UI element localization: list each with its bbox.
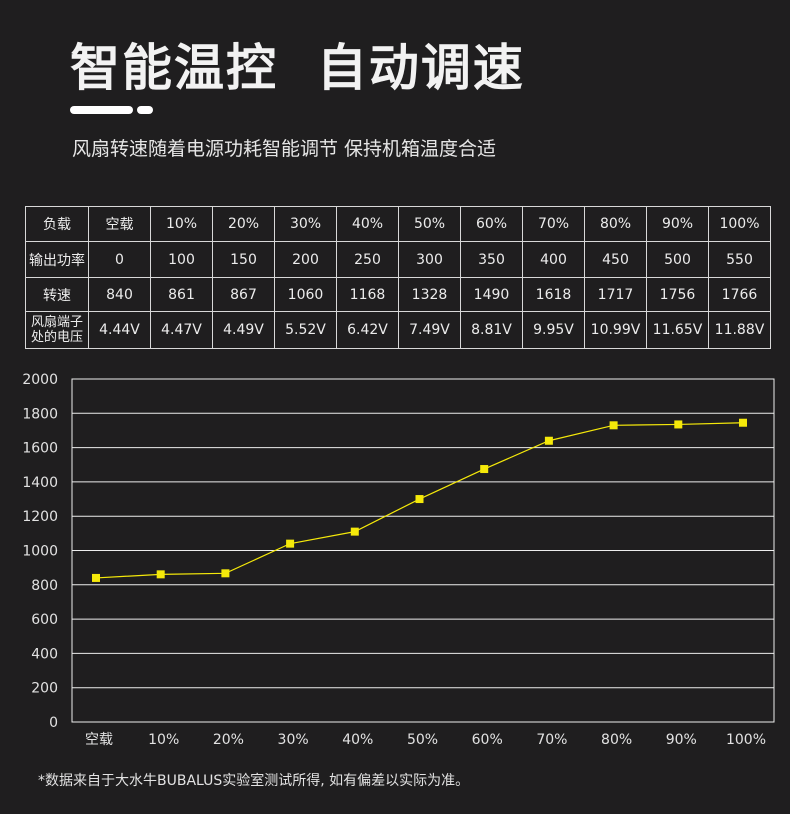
table-cell: 100%	[708, 205, 771, 243]
table-cell: 1717	[584, 277, 647, 312]
y-tick-label: 1600	[22, 441, 58, 457]
data-point	[415, 495, 424, 504]
spec-table: 负载 空载 10% 20% 30% 40% 50% 60% 70% 80% 90% 100% 输出功率 0…	[25, 205, 771, 350]
x-tick-label: 10%	[148, 732, 179, 748]
table-cell: 1328	[398, 277, 461, 312]
table-cell: 70%	[522, 205, 585, 243]
x-tick-label: 40%	[342, 732, 373, 748]
table-cell: 0	[88, 241, 151, 279]
x-tick-label: 30%	[278, 732, 309, 748]
table-cell: 6.42V	[336, 310, 399, 350]
data-point	[221, 569, 230, 578]
table-cell: 100	[150, 241, 213, 279]
table-cell: 400	[522, 241, 585, 279]
x-tick-label: 20%	[213, 732, 244, 748]
table-cell: 1490	[460, 277, 523, 312]
table-row-header: 转速	[25, 277, 89, 312]
data-point	[674, 420, 683, 429]
table-cell: 4.47V	[150, 310, 213, 350]
x-tick-label: 100%	[726, 732, 766, 748]
data-point	[350, 527, 359, 536]
table-cell: 861	[150, 277, 213, 312]
table-cell: 1766	[708, 277, 771, 312]
footnote: *数据来自于大水牛BUBALUS实验室测试所得, 如有偏差以实际为准。	[38, 773, 470, 789]
x-tick-label: 70%	[536, 732, 567, 748]
table-cell: 80%	[584, 205, 647, 243]
title-underline-short	[137, 106, 153, 114]
page-subtitle: 风扇转速随着电源功耗智能调节 保持机箱温度合适	[72, 138, 497, 160]
table-cell: 10%	[150, 205, 213, 243]
table-cell: 250	[336, 241, 399, 279]
data-point	[609, 421, 618, 430]
table-cell: 11.65V	[646, 310, 709, 350]
table-cell: 50%	[398, 205, 461, 243]
table-cell: 20%	[212, 205, 275, 243]
table-cell: 1060	[274, 277, 337, 312]
y-axis-labels: 0 200 400 600 800 1000 1200 1400 1600 1800 2000	[22, 372, 58, 731]
table-cell: 840	[88, 277, 151, 312]
table-cell: 500	[646, 241, 709, 279]
table-cell: 7.49V	[398, 310, 461, 350]
page-title: 智能温控 自动调速	[70, 39, 525, 97]
table-cell: 空载	[88, 205, 151, 243]
y-tick-label: 800	[31, 578, 58, 594]
table-cell: 1618	[522, 277, 585, 312]
x-tick-label: 空载	[85, 732, 113, 748]
table-cell: 1168	[336, 277, 399, 312]
table-cell: 60%	[460, 205, 523, 243]
table-row-header: 风扇端子 处的电压	[25, 310, 89, 350]
table-cell: 867	[212, 277, 275, 312]
x-tick-label: 60%	[472, 732, 503, 748]
table-cell: 11.88V	[708, 310, 771, 350]
y-tick-label: 400	[31, 646, 58, 662]
table-row: 负载 空载 10% 20% 30% 40% 50% 60% 70% 80% 90% 100%	[25, 205, 771, 243]
data-point	[739, 418, 747, 427]
table-cell: 550	[708, 241, 771, 279]
table-cell: 8.81V	[460, 310, 523, 350]
y-tick-label: 2000	[22, 372, 58, 388]
table-row-header: 负载	[25, 205, 89, 243]
table-cell: 350	[460, 241, 523, 279]
table-cell: 4.44V	[88, 310, 151, 350]
y-tick-label: 0	[49, 715, 58, 731]
table-cell: 10.99V	[584, 310, 647, 350]
data-point	[156, 570, 165, 579]
y-tick-label: 1800	[22, 406, 58, 422]
table-cell: 300	[398, 241, 461, 279]
table-cell: 90%	[646, 205, 709, 243]
x-tick-label: 50%	[407, 732, 438, 748]
x-tick-label: 80%	[601, 732, 632, 748]
table-cell: 150	[212, 241, 275, 279]
y-tick-label: 600	[31, 612, 58, 628]
table-cell: 4.49V	[212, 310, 275, 350]
y-tick-label: 200	[31, 681, 58, 697]
series-points	[92, 418, 747, 582]
table-row: 输出功率 0 100 150 200 250 300 350 400 450 500 550	[25, 241, 771, 279]
table-cell: 9.95V	[522, 310, 585, 350]
title-underline-long	[70, 106, 133, 114]
table-cell: 40%	[336, 205, 399, 243]
table-cell: 30%	[274, 205, 337, 243]
rpm-line-chart: 0 200 400 600 800 1000 1200 1400 1600 1800 2000 空载…	[22, 372, 775, 748]
table-row: 风扇端子 处的电压 4.44V 4.47V 4.49V 5.52V 6.42V 7.49V 8.…	[25, 310, 771, 350]
y-tick-label: 1200	[22, 509, 58, 525]
table-cell: 5.52V	[274, 310, 337, 350]
x-tick-label: 90%	[666, 732, 697, 748]
x-axis-labels: 空载 10% 20% 30% 40% 50% 60% 70% 80% 90% 100%	[85, 732, 766, 748]
data-point	[286, 539, 295, 548]
data-point	[480, 465, 489, 474]
table-cell: 450	[584, 241, 647, 279]
y-tick-label: 1000	[22, 544, 58, 560]
table-row: 转速 840 861 867 1060 1168 1328 1490 1618 1717 1756 1…	[25, 277, 771, 312]
y-tick-label: 1400	[22, 475, 58, 491]
table-cell: 1756	[646, 277, 709, 312]
chart-grid	[71, 378, 775, 723]
table-cell: 200	[274, 241, 337, 279]
table-row-header: 输出功率	[25, 241, 89, 279]
data-point	[544, 436, 553, 445]
data-point	[92, 573, 100, 582]
